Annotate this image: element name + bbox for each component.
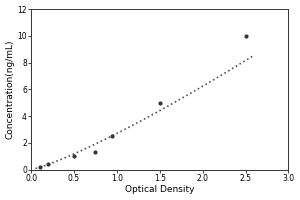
X-axis label: Optical Density: Optical Density [125, 185, 194, 194]
Y-axis label: Concentration(ng/mL): Concentration(ng/mL) [6, 40, 15, 139]
